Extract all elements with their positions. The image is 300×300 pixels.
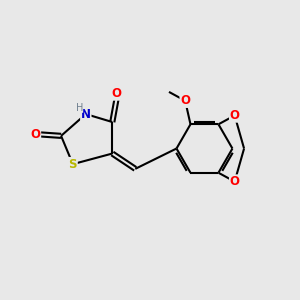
Text: H: H <box>76 103 83 112</box>
Text: O: O <box>230 109 240 122</box>
Text: O: O <box>112 87 122 100</box>
Text: O: O <box>180 94 190 107</box>
Text: N: N <box>81 108 91 121</box>
Text: S: S <box>69 158 77 171</box>
Text: O: O <box>230 175 240 188</box>
Text: O: O <box>31 128 40 141</box>
